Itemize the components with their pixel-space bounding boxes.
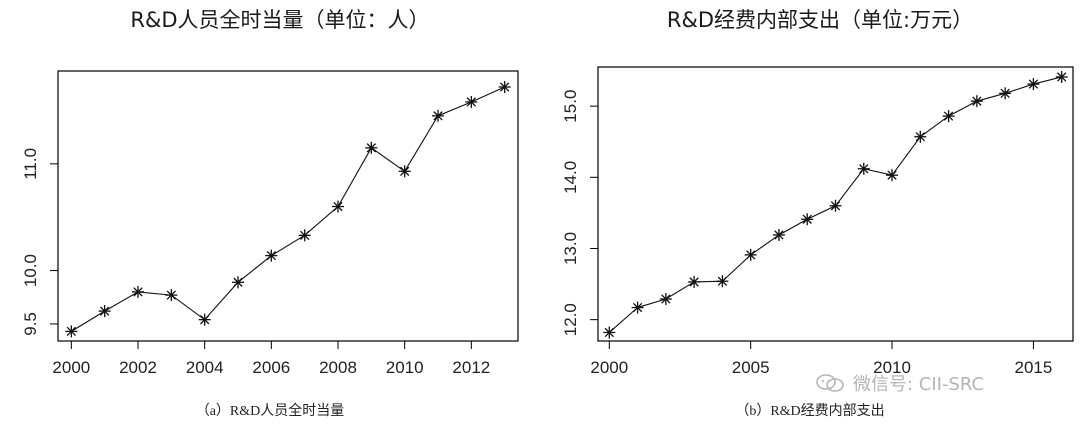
data-point-marker <box>98 305 111 318</box>
chart-svg-a: 2000 2002 2004 2006 2008 2010 2012 9.5 10.0 11.0 <box>21 70 519 377</box>
data-point-marker <box>498 81 511 94</box>
data-point-marker <box>132 285 144 298</box>
y-tick-label: 12.0 <box>561 303 580 336</box>
data-point-marker <box>398 165 411 178</box>
data-point-marker <box>603 326 616 339</box>
plot-frame <box>57 70 519 342</box>
y-tick-label: 14.0 <box>561 161 580 194</box>
x-tick-label: 2012 <box>452 358 490 377</box>
data-point-marker <box>659 293 672 306</box>
data-point-marker <box>970 95 983 108</box>
y-tick-label: 15.0 <box>561 90 580 123</box>
x-tick-label: 2005 <box>732 358 770 377</box>
chart-panel-b: R&D经费内部支出（单位:万元） 2000 2005 2010 2015 12.0 13.… <box>540 0 1080 432</box>
data-point-marker <box>332 200 344 213</box>
y-tick-label: 10.0 <box>21 254 40 287</box>
data-point-marker <box>999 87 1012 100</box>
data-point-marker <box>298 229 311 242</box>
x-tick-label: 2000 <box>52 358 90 377</box>
data-point-marker <box>914 130 927 143</box>
x-tick-label: 2008 <box>319 358 357 377</box>
wechat-icon <box>816 374 844 392</box>
y-tick-label: 9.5 <box>21 312 40 336</box>
y-tick-label: 11.0 <box>21 148 40 180</box>
x-tick-label: 2010 <box>386 358 424 377</box>
chart-title-a: R&D人员全时当量（单位：人） <box>130 8 430 32</box>
data-point-marker <box>232 276 244 289</box>
data-point-marker <box>198 313 211 326</box>
x-tick-label: 2015 <box>1015 358 1053 377</box>
chart-caption-a: （a）R&D人员全时当量 <box>195 404 345 419</box>
data-point-marker <box>829 199 842 212</box>
data-point-marker <box>857 162 870 175</box>
data-point-marker <box>886 169 899 182</box>
data-point-marker <box>801 213 814 226</box>
data-point-marker <box>1055 70 1068 83</box>
data-point-marker <box>465 95 478 108</box>
data-point-marker <box>716 275 729 288</box>
x-tick-label: 2002 <box>119 358 157 377</box>
x-tick-label: 2006 <box>252 358 290 377</box>
data-point-marker <box>772 228 785 241</box>
data-point-marker <box>744 248 757 261</box>
watermark-text: 微信号: CII-SRC <box>853 374 985 395</box>
data-point-marker <box>942 110 955 123</box>
x-tick-label: 2010 <box>873 358 911 377</box>
series-line <box>71 86 505 332</box>
x-tick-label: 2004 <box>186 358 224 377</box>
data-point-marker <box>365 141 378 154</box>
plot-frame <box>597 66 1074 342</box>
data-point-marker <box>1027 78 1040 91</box>
data-point-marker <box>165 289 178 302</box>
data-point-marker <box>688 275 701 288</box>
chart-title-b: R&D经费内部支出（单位:万元） <box>666 8 974 32</box>
chart-panel-a: R&D人员全时当量（单位：人） 2000 2002 2004 2006 2008 2010… <box>21 8 519 419</box>
chart-svg-b: 2000 2005 2010 2015 12.0 13.0 14.0 15.0 <box>561 66 1074 377</box>
data-point-marker <box>631 301 644 314</box>
data-point-marker <box>432 109 444 122</box>
x-tick-label: 2000 <box>590 358 628 377</box>
data-point-marker <box>65 325 78 338</box>
y-tick-label: 13.0 <box>561 232 580 265</box>
chart-caption-b: （b）R&D经费内部支出 <box>735 404 885 419</box>
data-point-marker <box>265 249 278 262</box>
watermark: 微信号: CII-SRC <box>815 370 984 396</box>
